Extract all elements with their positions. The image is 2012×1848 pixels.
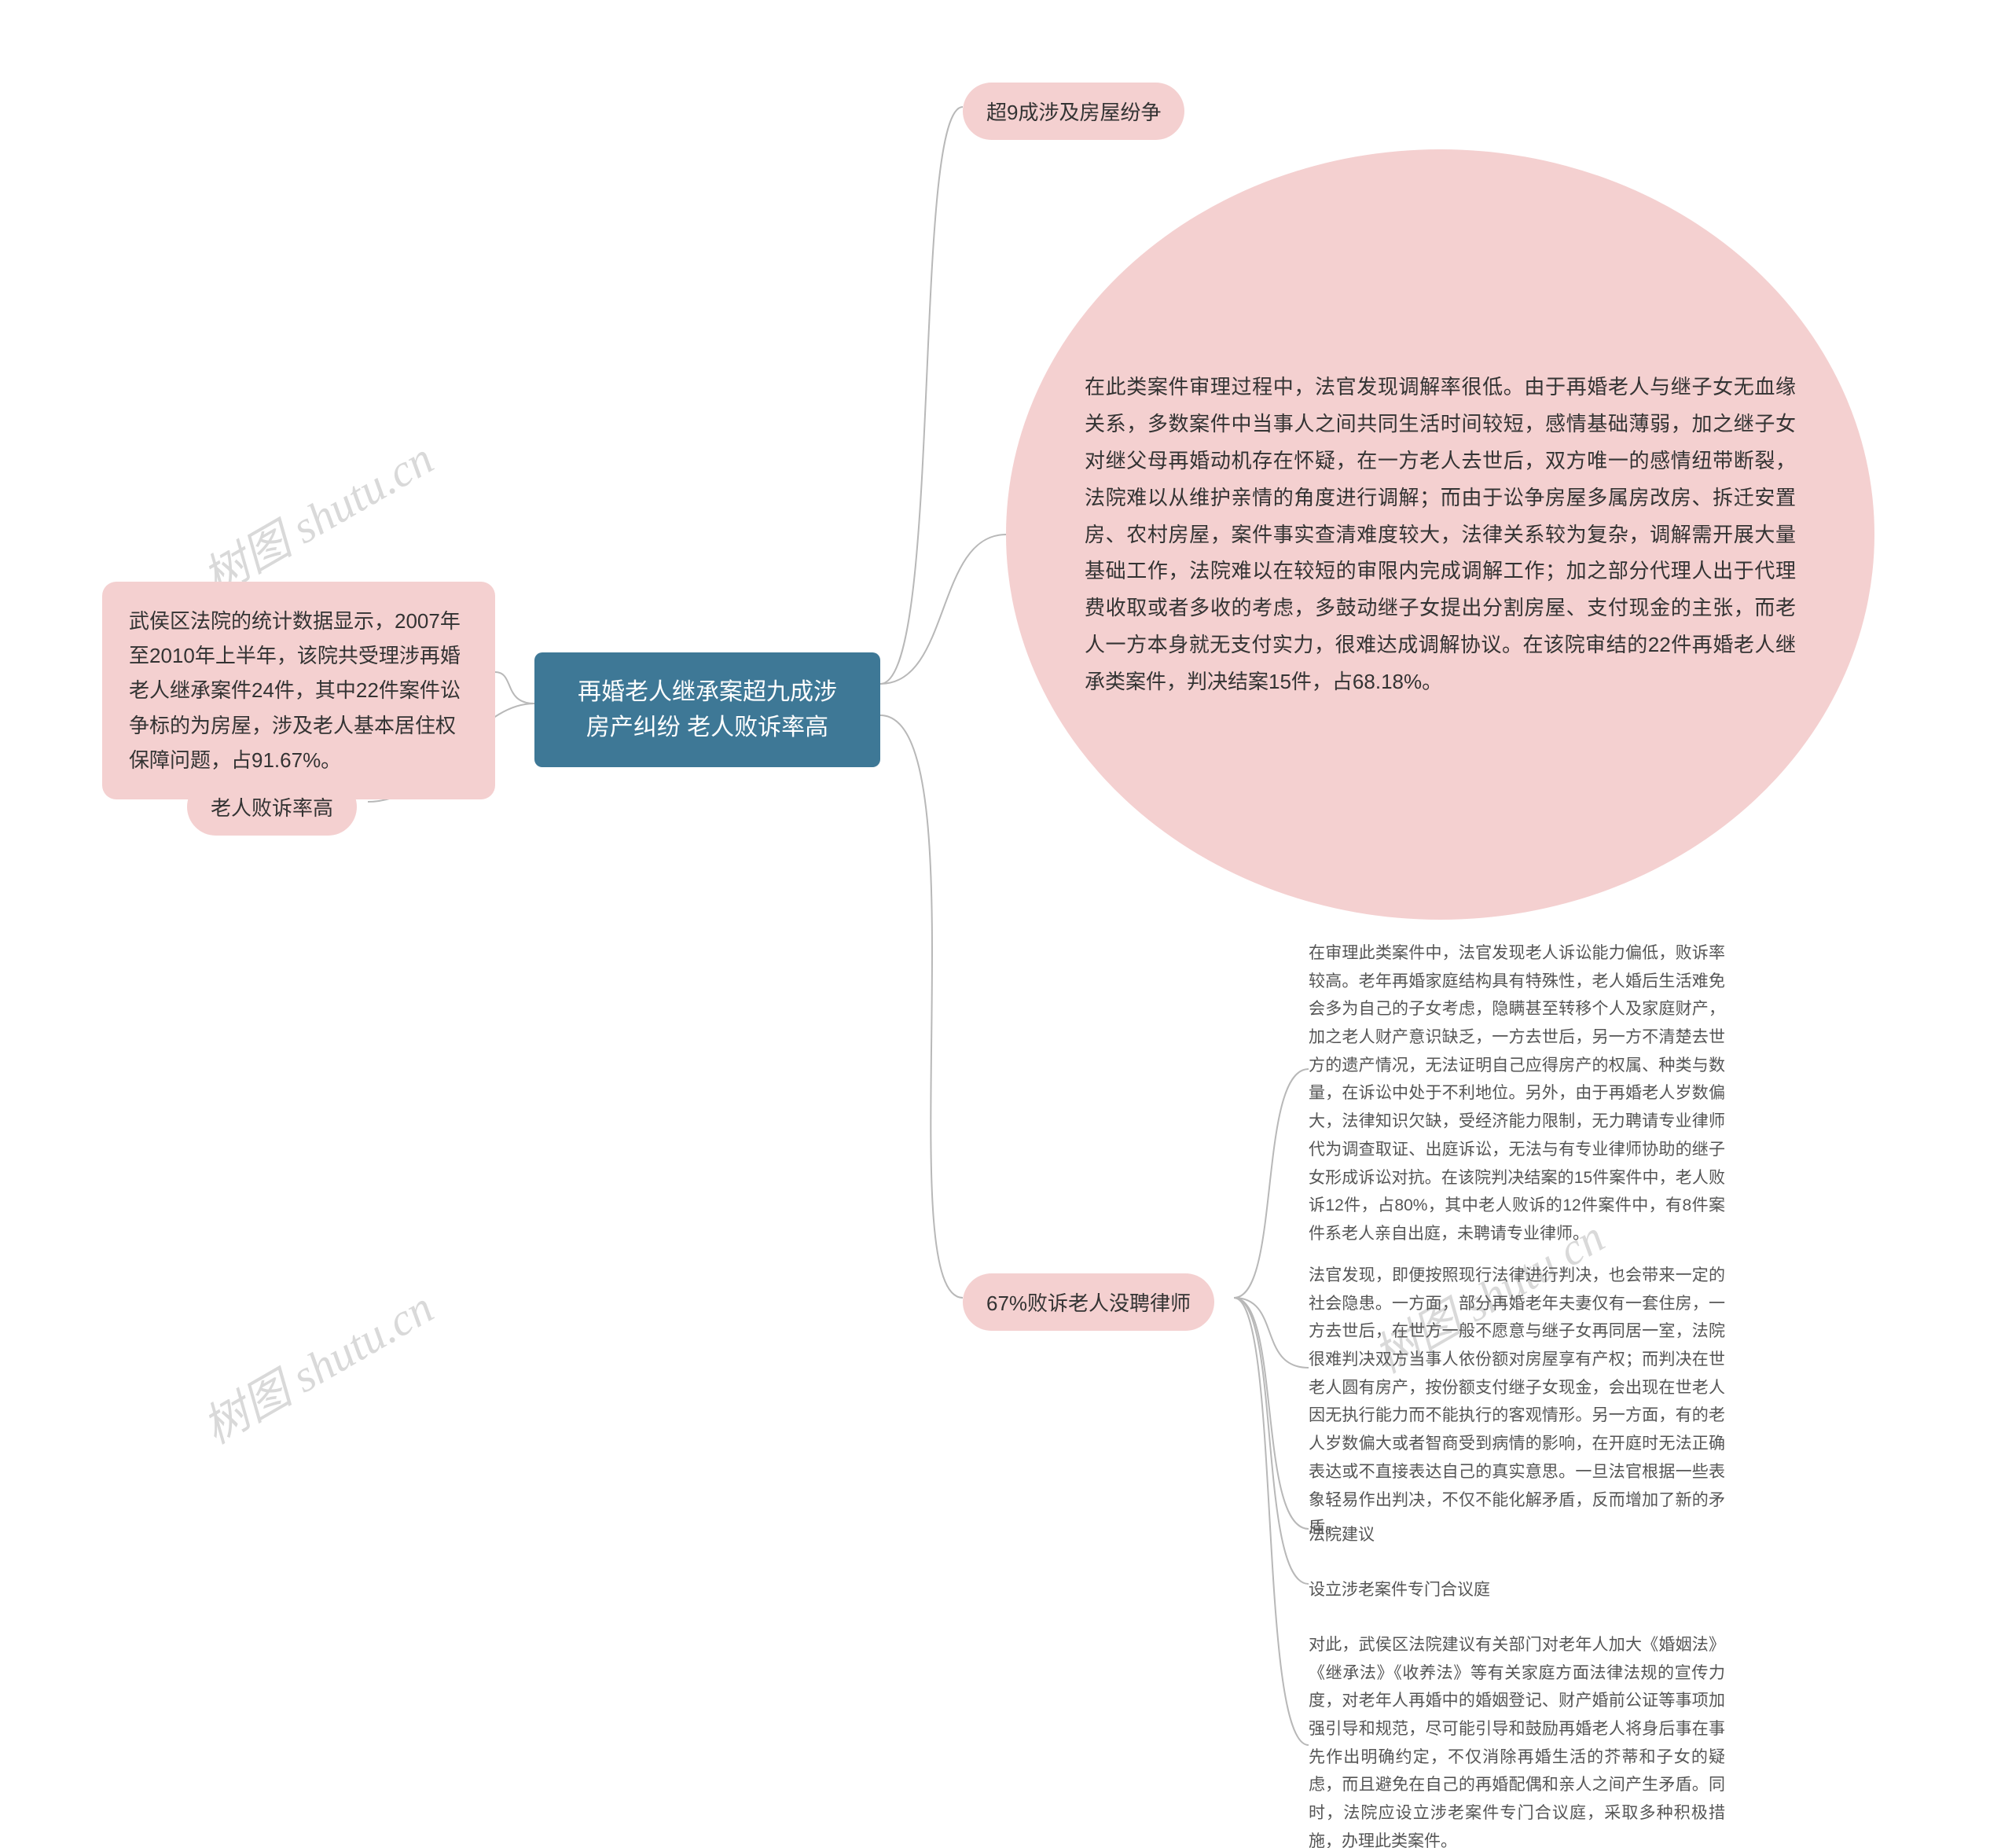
- branch-housing-dispute[interactable]: 超9成涉及房屋纷争: [963, 83, 1184, 140]
- branch-no-lawyer[interactable]: 67%败诉老人没聘律师: [963, 1273, 1214, 1331]
- leaf-label: 设立涉老案件专门合议庭: [1309, 1581, 1490, 1599]
- leaf-label: 在审理此类案件中，法官发现老人诉讼能力偏低，败诉率较高。老年再婚家庭结构具有特殊…: [1309, 944, 1725, 1243]
- leaf-label: 对此，武侯区法院建议有关部门对老年人加大《婚姻法》《继承法》《收养法》等有关家庭…: [1309, 1636, 1725, 1848]
- center-label: 再婚老人继承案超九成涉房产纠纷 老人败诉率高: [578, 679, 837, 740]
- leaf-text: 在审理此类案件中，法官发现老人诉讼能力偏低，败诉率较高。老年再婚家庭结构具有特殊…: [1309, 939, 1725, 1248]
- node-label: 老人败诉率高: [211, 796, 333, 820]
- leaf-text: 对此，武侯区法院建议有关部门对老年人加大《婚姻法》《继承法》《收养法》等有关家庭…: [1309, 1631, 1725, 1848]
- node-label: 在此类案件审理过程中，法官发现调解率很低。由于再婚老人与继子女无血缘关系，多数案…: [1085, 375, 1796, 693]
- branch-mediation-detail[interactable]: 在此类案件审理过程中，法官发现调解率很低。由于再婚老人与继子女无血缘关系，多数案…: [1006, 149, 1874, 920]
- leaf-text: 法院建议: [1309, 1521, 1466, 1549]
- node-label: 武侯区法院的统计数据显示，2007年至2010年上半年，该院共受理涉再婚老人继承…: [129, 609, 461, 772]
- watermark: 树图 shutu.cn: [189, 422, 443, 607]
- leaf-text: 设立涉老案件专门合议庭: [1309, 1576, 1544, 1604]
- center-node[interactable]: 再婚老人继承案超九成涉房产纠纷 老人败诉率高: [534, 652, 880, 767]
- node-label: 超9成涉及房屋纷争: [986, 101, 1161, 124]
- leaf-label: 法官发现，即便按照现行法律进行判决，也会带来一定的社会隐患。一方面，部分再婚老年…: [1309, 1266, 1725, 1537]
- watermark: 树图 shutu.cn: [189, 1271, 443, 1456]
- leaf-label: 法院建议: [1309, 1526, 1375, 1544]
- branch-loss-rate[interactable]: 老人败诉率高: [187, 778, 357, 836]
- node-label: 67%败诉老人没聘律师: [986, 1291, 1191, 1315]
- branch-court-stats[interactable]: 武侯区法院的统计数据显示，2007年至2010年上半年，该院共受理涉再婚老人继承…: [102, 582, 495, 799]
- leaf-text: 法官发现，即便按照现行法律进行判决，也会带来一定的社会隐患。一方面，部分再婚老年…: [1309, 1262, 1725, 1542]
